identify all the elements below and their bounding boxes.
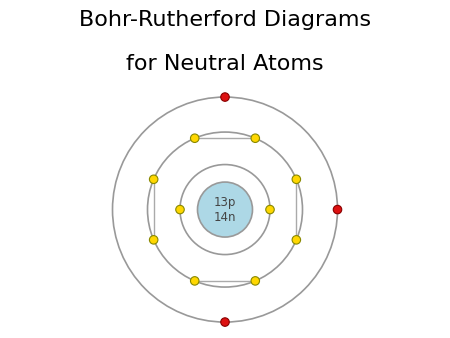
Circle shape (149, 175, 158, 184)
Circle shape (176, 205, 184, 214)
Circle shape (221, 318, 229, 326)
Circle shape (266, 205, 274, 214)
Text: 13p
14n: 13p 14n (214, 196, 236, 223)
Circle shape (292, 236, 301, 244)
Text: for Neutral Atoms: for Neutral Atoms (126, 54, 324, 74)
Circle shape (198, 182, 252, 237)
Circle shape (221, 93, 229, 101)
Circle shape (190, 134, 199, 143)
Circle shape (251, 134, 260, 143)
Text: Bohr-Rutherford Diagrams: Bohr-Rutherford Diagrams (79, 10, 371, 30)
Circle shape (333, 205, 342, 214)
Circle shape (190, 276, 199, 285)
Circle shape (251, 276, 260, 285)
Circle shape (149, 236, 158, 244)
Circle shape (292, 175, 301, 184)
